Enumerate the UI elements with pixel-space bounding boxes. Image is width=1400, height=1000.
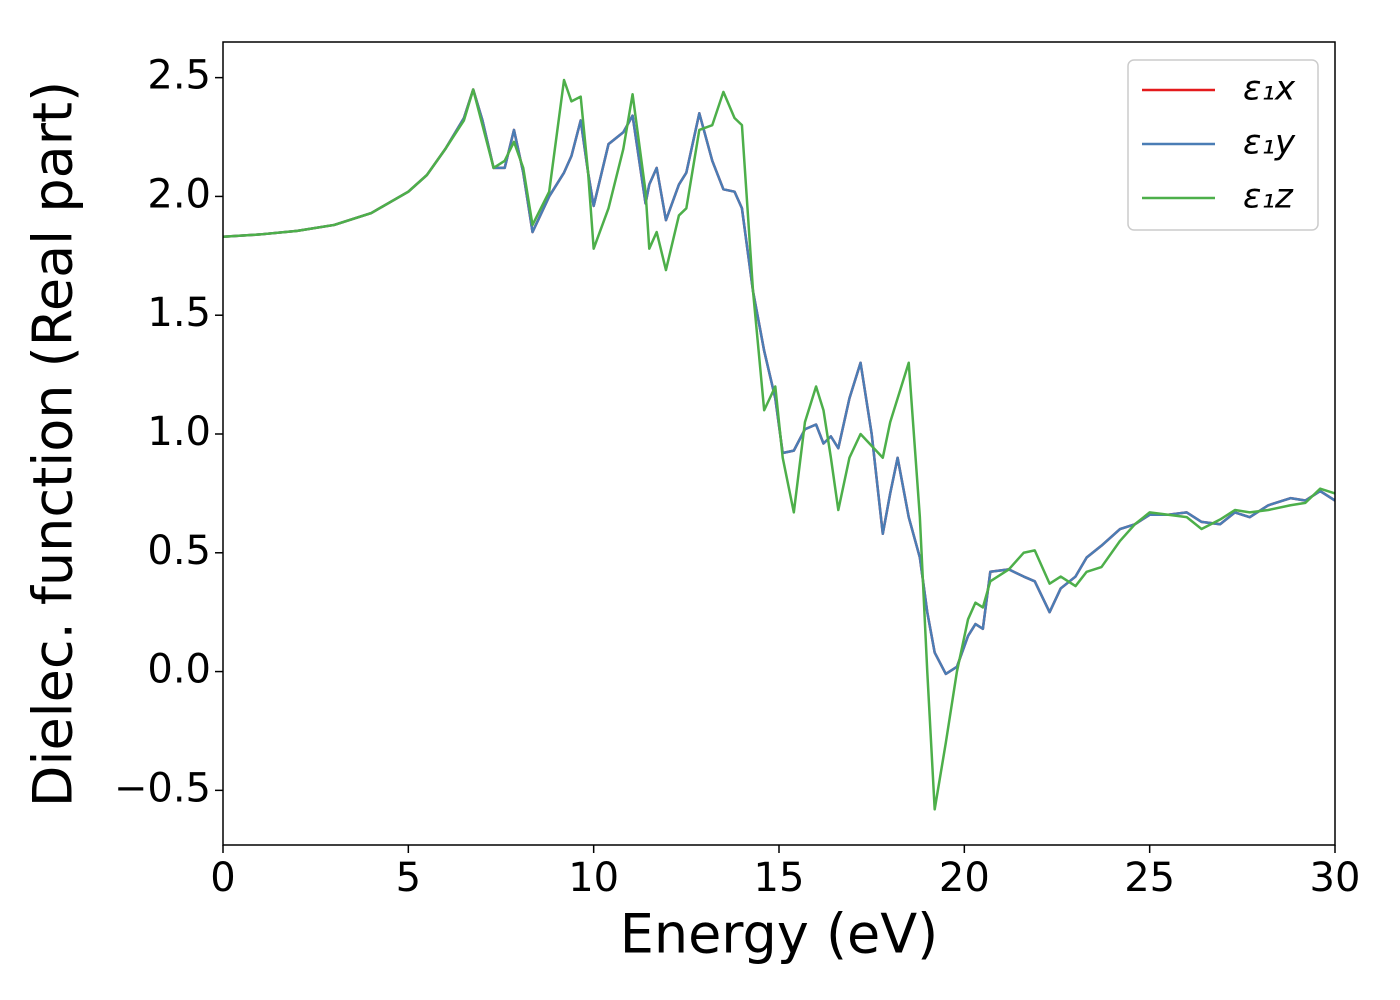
y-tick-label: 2.0 <box>147 171 211 217</box>
x-tick-label: 0 <box>210 855 235 901</box>
y-tick-label: 1.5 <box>147 290 211 336</box>
y-tick-label: −0.5 <box>114 765 211 811</box>
x-tick-label: 25 <box>1124 855 1175 901</box>
series-line <box>223 78 1335 811</box>
y-tick-label: 1.0 <box>147 409 211 455</box>
x-axis-label: Energy (eV) <box>620 903 939 966</box>
y-tick-label: 0.5 <box>147 528 211 574</box>
y-axis-label: Dielec. function (Real part) <box>22 81 85 807</box>
x-tick-label: 10 <box>568 855 619 901</box>
legend-label: ε₁y <box>1243 123 1296 163</box>
x-tick-label: 15 <box>754 855 805 901</box>
legend-label: ε₁z <box>1243 177 1294 217</box>
x-tick-label: 5 <box>396 855 421 901</box>
plot-frame <box>222 41 1336 846</box>
legend-label: ε₁x <box>1243 69 1296 109</box>
x-tick-label: 30 <box>1310 855 1361 901</box>
y-tick-label: 2.5 <box>147 53 211 99</box>
x-tick-label: 20 <box>939 855 990 901</box>
legend-box <box>1127 59 1319 231</box>
y-tick-label: 0.0 <box>147 647 211 693</box>
